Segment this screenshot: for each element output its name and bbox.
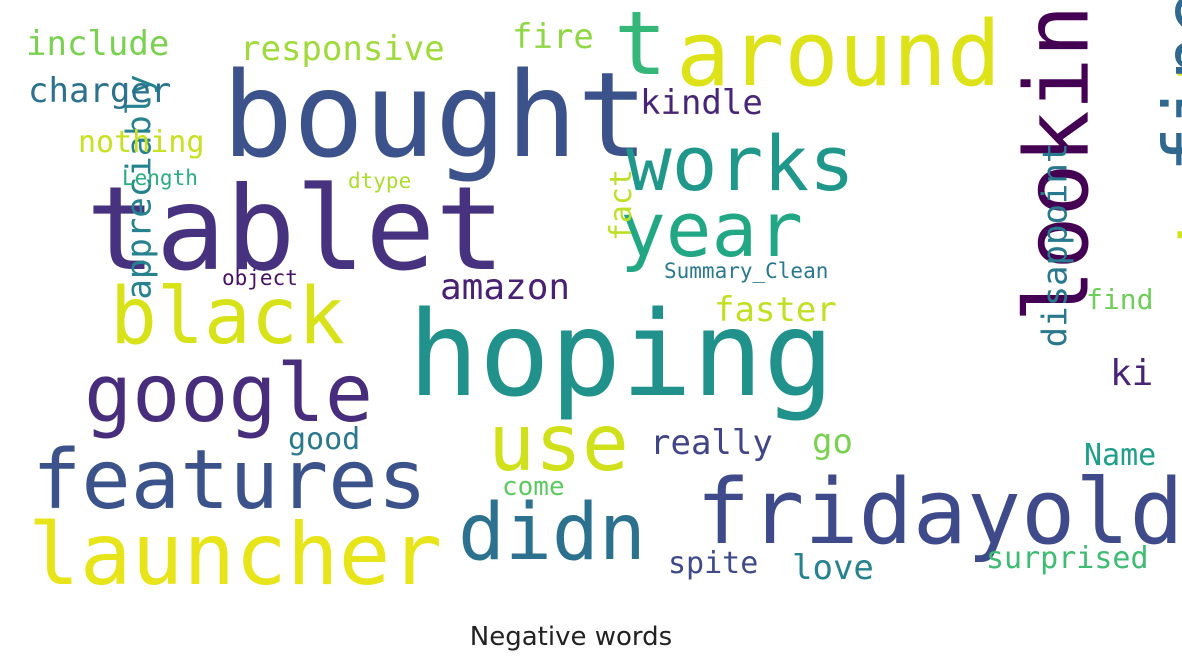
word-find: find <box>1086 283 1154 316</box>
word-features: features <box>32 433 427 528</box>
word-t: t <box>614 0 667 95</box>
word-spite: spite <box>668 546 759 581</box>
word-works: works <box>626 119 855 208</box>
word-object: object <box>222 266 298 290</box>
word-bought: bought <box>222 46 649 184</box>
word-fridayold: fridayold <box>696 460 1182 565</box>
word-around: around <box>676 2 1002 107</box>
word-launcher: launcher <box>28 505 443 605</box>
word-really: really <box>650 423 773 463</box>
word-use: use <box>488 399 629 489</box>
word-name: Name <box>1084 438 1157 473</box>
word-charger: charger <box>28 71 172 111</box>
word-length: Length <box>122 166 198 190</box>
word-year: year <box>620 185 804 274</box>
word-hoping: hoping <box>408 285 835 423</box>
word-nothing: nothing <box>78 125 205 160</box>
word-surprised: surprised <box>986 541 1149 576</box>
word-fine: fine <box>1146 0 1182 173</box>
word-summary-clean: Summary_Clean <box>664 259 829 283</box>
word-go: go <box>812 422 853 462</box>
word-responsive: responsive <box>240 29 445 69</box>
word-come: come <box>502 472 565 502</box>
word-love: love <box>792 548 874 588</box>
word-didn: didn <box>458 488 646 578</box>
word-google: google <box>84 347 373 440</box>
word-amazon: amazon <box>440 267 571 308</box>
word-disappoint: disappoint <box>1035 142 1076 347</box>
word-kindle: kindle <box>640 83 763 123</box>
chart-title: Negative words <box>469 622 673 652</box>
word-black: black <box>110 272 345 362</box>
word-tablet: tablet <box>86 162 506 297</box>
word-cloud: bought tablet hoping around fridayold feature… <box>26 0 1182 605</box>
word-ki: ki <box>1110 353 1154 394</box>
word-include: include <box>26 24 170 64</box>
word-dtype: dtype <box>348 169 412 193</box>
word-fact: fact <box>604 168 640 241</box>
word-fire: fire <box>512 17 594 57</box>
word-good: good <box>288 422 361 457</box>
word-faster: faster <box>714 290 837 330</box>
